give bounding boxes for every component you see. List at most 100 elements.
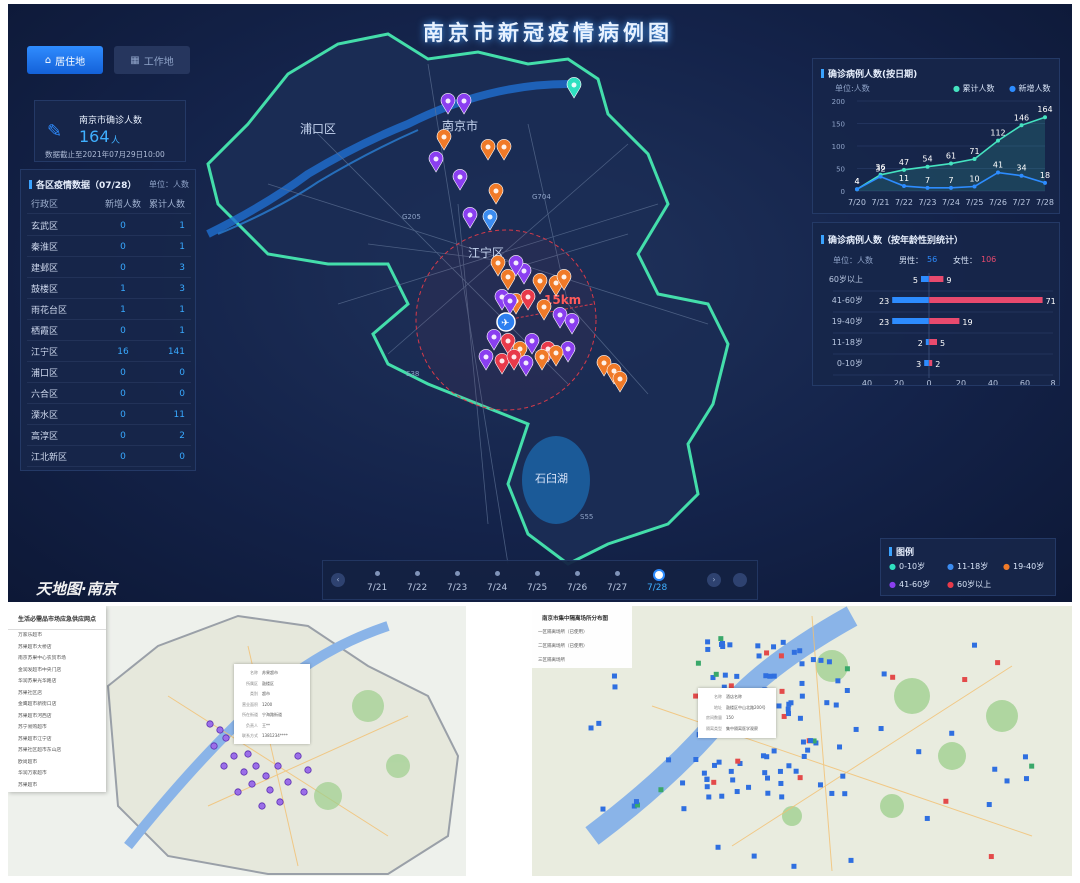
quarantine-marker[interactable] — [693, 757, 699, 763]
supply-list-item[interactable]: 苏果超市江宁店 — [18, 736, 52, 742]
case-marker[interactable] — [456, 93, 472, 115]
supply-list-item[interactable]: 苏果超市大桥店 — [18, 644, 52, 650]
timeline-dot[interactable] — [415, 571, 420, 576]
quarantine-marker[interactable] — [728, 683, 734, 689]
quarantine-marker[interactable] — [600, 806, 606, 812]
quarantine-marker[interactable] — [666, 757, 672, 763]
quarantine-marker[interactable] — [705, 646, 711, 652]
supply-marker[interactable] — [262, 772, 270, 780]
quarantine-menu-item[interactable]: 二区隔离场所（已使用） — [538, 644, 588, 649]
quarantine-marker[interactable] — [734, 673, 740, 679]
quarantine-marker[interactable] — [762, 770, 768, 776]
quarantine-marker[interactable] — [799, 661, 805, 667]
case-marker[interactable] — [428, 151, 444, 173]
timeline-date[interactable]: 7/28 — [647, 583, 668, 593]
case-marker[interactable] — [500, 333, 516, 355]
supply-marker[interactable] — [252, 762, 260, 770]
quarantine-marker[interactable] — [764, 650, 770, 656]
quarantine-marker[interactable] — [791, 649, 797, 655]
quarantine-marker[interactable] — [734, 789, 740, 795]
quarantine-marker[interactable] — [801, 753, 807, 759]
quarantine-marker[interactable] — [722, 672, 728, 678]
prev-button[interactable]: ‹ — [331, 573, 345, 587]
supply-marker[interactable] — [234, 788, 242, 796]
quarantine-marker[interactable] — [972, 642, 978, 648]
supply-marker[interactable] — [220, 762, 228, 770]
quarantine-marker[interactable] — [800, 739, 806, 745]
supply-marker[interactable] — [266, 786, 274, 794]
quarantine-marker[interactable] — [704, 784, 710, 790]
quarantine-marker[interactable] — [612, 684, 618, 690]
quarantine-marker[interactable] — [705, 639, 711, 645]
quarantine-marker[interactable] — [797, 775, 803, 781]
quarantine-marker[interactable] — [728, 768, 734, 774]
supply-list-item[interactable]: 苏果社区超市东山店 — [18, 748, 62, 753]
case-marker[interactable] — [440, 93, 456, 115]
case-marker[interactable] — [506, 349, 522, 371]
quarantine-marker[interactable] — [727, 642, 733, 648]
quarantine-marker[interactable] — [949, 730, 955, 736]
supply-list-item[interactable]: 金鹰超市新街口店 — [18, 702, 57, 707]
supply-list-item[interactable]: 苏果超市河西店 — [18, 713, 52, 719]
quarantine-marker[interactable] — [788, 700, 794, 706]
quarantine-marker[interactable] — [781, 713, 787, 719]
district-row[interactable]: 建邺区 0 3 — [27, 258, 191, 278]
timeline-dot[interactable] — [375, 571, 380, 576]
case-marker[interactable] — [452, 169, 468, 191]
quarantine-marker[interactable] — [799, 680, 805, 686]
quarantine-marker[interactable] — [715, 844, 721, 850]
supply-marker[interactable] — [244, 750, 252, 758]
case-marker[interactable] — [532, 273, 548, 295]
quarantine-marker[interactable] — [943, 798, 949, 804]
district-row[interactable]: 雨花台区 1 1 — [27, 300, 191, 320]
quarantine-marker[interactable] — [810, 657, 816, 663]
quarantine-marker[interactable] — [777, 768, 783, 774]
quarantine-marker[interactable] — [721, 684, 727, 690]
quarantine-marker[interactable] — [704, 776, 710, 782]
next-button[interactable]: › — [707, 573, 721, 587]
quarantine-marker[interactable] — [719, 640, 725, 646]
quarantine-marker[interactable] — [962, 677, 968, 683]
quarantine-marker[interactable] — [785, 706, 791, 712]
case-marker[interactable] — [548, 345, 564, 367]
supply-marker[interactable] — [222, 734, 230, 742]
quarantine-marker[interactable] — [779, 794, 785, 800]
quarantine-marker[interactable] — [611, 673, 617, 679]
quarantine-marker[interactable] — [844, 666, 850, 672]
quarantine-marker[interactable] — [765, 775, 771, 781]
quarantine-marker[interactable] — [826, 659, 832, 665]
play-button[interactable] — [733, 573, 747, 587]
case-marker[interactable] — [482, 209, 498, 231]
timeline-date[interactable]: 7/22 — [407, 583, 428, 593]
quarantine-marker[interactable] — [680, 780, 686, 786]
supply-list-item[interactable]: 欧尚超市 — [18, 759, 38, 765]
timeline-dot[interactable] — [495, 571, 500, 576]
quarantine-marker[interactable] — [633, 799, 639, 805]
case-marker[interactable] — [520, 289, 536, 311]
quarantine-marker[interactable] — [785, 711, 791, 717]
district-row[interactable]: 栖霞区 0 1 — [27, 321, 191, 341]
quarantine-marker[interactable] — [701, 770, 707, 776]
quarantine-marker[interactable] — [818, 657, 824, 663]
case-marker[interactable] — [500, 269, 516, 291]
quarantine-marker[interactable] — [751, 853, 757, 859]
quarantine-marker[interactable] — [986, 802, 992, 808]
timeline-date[interactable]: 7/23 — [447, 583, 468, 593]
quarantine-marker[interactable] — [631, 803, 637, 809]
quarantine-marker[interactable] — [890, 674, 896, 680]
quarantine-menu-item[interactable]: 一区隔离场所（已使用） — [538, 630, 588, 635]
supply-map[interactable] — [8, 606, 466, 876]
quarantine-marker[interactable] — [924, 815, 930, 821]
case-marker[interactable] — [490, 255, 506, 277]
quarantine-marker[interactable] — [755, 643, 761, 649]
quarantine-marker[interactable] — [878, 726, 884, 732]
quarantine-marker[interactable] — [712, 762, 718, 768]
supply-marker[interactable] — [230, 752, 238, 760]
quarantine-marker[interactable] — [837, 744, 843, 750]
quarantine-marker[interactable] — [824, 700, 830, 706]
quarantine-marker[interactable] — [588, 725, 594, 731]
quarantine-marker[interactable] — [833, 702, 839, 708]
quarantine-menu-item[interactable]: 三区隔离场所 — [538, 658, 565, 663]
district-row[interactable]: 玄武区 0 1 — [27, 216, 191, 236]
quarantine-marker[interactable] — [992, 766, 998, 772]
